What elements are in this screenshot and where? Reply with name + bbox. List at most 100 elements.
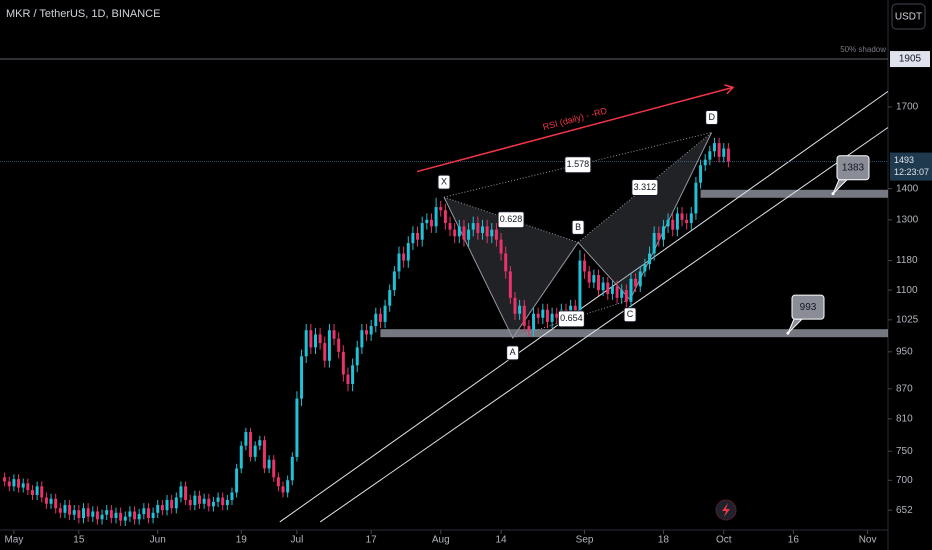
candle-body	[694, 182, 698, 214]
candle-body	[197, 495, 201, 504]
last-price-box	[890, 152, 932, 181]
pattern-point-label: B	[575, 222, 581, 232]
ratio-box	[631, 178, 659, 196]
x-tick-label: 16	[788, 535, 800, 546]
candle-body	[128, 511, 132, 517]
candle-body	[689, 213, 693, 224]
candle-body	[504, 253, 508, 272]
y-tick-label: 1400	[896, 183, 919, 194]
ratio-label: 3.312	[634, 182, 657, 192]
candle-body	[652, 232, 656, 254]
candle-body	[629, 278, 633, 302]
y-tick-label: 1700	[896, 102, 919, 113]
candle-body	[184, 486, 188, 500]
candle-body	[258, 440, 262, 446]
candle-body	[72, 510, 76, 515]
candle-body	[142, 508, 146, 515]
candle-body	[235, 468, 239, 493]
candle-body	[12, 479, 16, 487]
last-price-label: 1493	[894, 155, 914, 165]
candle-body	[156, 505, 160, 513]
candle-body	[230, 492, 234, 500]
candle-body	[392, 271, 396, 291]
candle-body	[91, 511, 95, 517]
alert-icon[interactable]	[715, 499, 737, 521]
y-tick-label: 1180	[896, 255, 918, 266]
x-tick-label: Jun	[150, 535, 166, 546]
ratio-box	[564, 156, 592, 174]
candle-body	[160, 505, 164, 511]
candle-body	[44, 497, 48, 504]
pattern-point-box	[437, 174, 451, 190]
candle-body	[21, 483, 25, 488]
x-tick-label: 18	[658, 535, 670, 546]
candle-body	[313, 334, 317, 348]
divergence-arrow	[416, 86, 734, 173]
candle-body	[82, 508, 86, 518]
candle-body	[513, 297, 517, 314]
x-tick-label: Aug	[432, 535, 450, 546]
candle-body	[453, 229, 457, 237]
candle-body	[508, 271, 512, 298]
candle-body	[40, 486, 44, 498]
x-tick-label: May	[4, 535, 23, 546]
candle-body	[443, 210, 447, 224]
candle-body	[708, 151, 712, 160]
candle-body	[170, 499, 174, 509]
candle-body	[225, 499, 229, 506]
callout-label: 993	[800, 302, 817, 313]
pattern-point-label: A	[510, 347, 516, 357]
candle-body	[151, 512, 155, 518]
candle-body	[262, 440, 266, 469]
pattern-point-box	[506, 345, 520, 361]
x-tick-label: 15	[73, 535, 85, 546]
currency-label[interactable]: USDT	[895, 12, 922, 23]
ratio-box	[557, 310, 585, 328]
candle-body	[244, 432, 248, 446]
candle-body	[109, 510, 113, 518]
candle-body	[327, 330, 331, 361]
candle-body	[527, 326, 531, 331]
currency-button[interactable]	[891, 3, 926, 30]
candle-body	[54, 498, 58, 509]
x-tick-label: 17	[366, 535, 378, 546]
channel-line	[319, 127, 889, 523]
candle-body	[383, 305, 387, 322]
candle-body	[601, 282, 605, 291]
candle-body	[221, 497, 225, 506]
candle-body	[499, 239, 503, 254]
y-tick-label: 750	[896, 446, 913, 457]
candle-body	[374, 313, 378, 327]
candle-body	[717, 143, 721, 157]
pattern-dotted	[512, 299, 631, 339]
candle-body	[86, 508, 90, 517]
candle-body	[216, 497, 220, 502]
x-tick-label: 14	[496, 535, 508, 546]
candle-body	[545, 309, 549, 322]
candle-body	[448, 223, 452, 230]
candle-body	[550, 313, 554, 322]
candle-body	[620, 290, 624, 298]
candle-body	[397, 253, 401, 272]
candle-body	[587, 271, 591, 283]
chart-title: MKR / TetherUS, 1D, BINANCE	[6, 8, 160, 20]
candle-body	[318, 334, 322, 344]
candle-body	[337, 338, 341, 352]
candle-body	[100, 514, 104, 520]
candle-body	[355, 347, 359, 366]
candle-body	[457, 226, 461, 237]
candle-body	[276, 477, 280, 487]
callout-box	[791, 294, 825, 320]
candle-body	[638, 271, 642, 287]
level-band	[700, 189, 888, 198]
candle-body	[77, 510, 81, 518]
x-tick-label: 19	[236, 535, 248, 546]
ratio-box	[497, 211, 525, 229]
callout-label: 1383	[842, 162, 865, 173]
candle-body	[476, 223, 480, 233]
candle-body	[471, 223, 475, 230]
candle-body	[643, 264, 647, 272]
candle-body	[378, 313, 382, 322]
alert-bolt[interactable]	[722, 503, 730, 517]
